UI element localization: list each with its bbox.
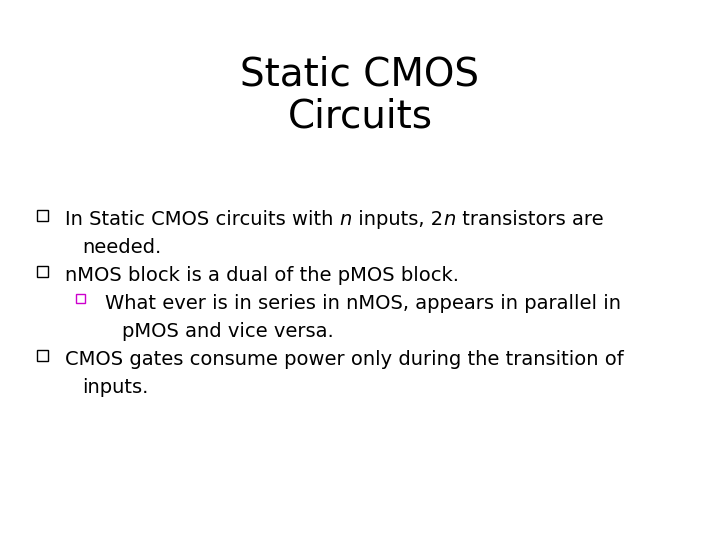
Bar bbox=[37, 350, 48, 361]
Text: transistors are: transistors are bbox=[456, 210, 603, 229]
Text: pMOS and vice versa.: pMOS and vice versa. bbox=[122, 322, 334, 341]
Text: n: n bbox=[443, 210, 456, 229]
Bar bbox=[37, 210, 48, 221]
Text: n: n bbox=[340, 210, 352, 229]
Text: needed.: needed. bbox=[82, 238, 161, 257]
Text: In Static CMOS circuits with: In Static CMOS circuits with bbox=[65, 210, 340, 229]
Bar bbox=[76, 294, 84, 303]
Text: What ever is in series in nMOS, appears in parallel in: What ever is in series in nMOS, appears … bbox=[105, 294, 621, 313]
Text: Static CMOS: Static CMOS bbox=[240, 55, 480, 93]
Text: inputs.: inputs. bbox=[82, 378, 148, 397]
Text: nMOS block is a dual of the pMOS block.: nMOS block is a dual of the pMOS block. bbox=[65, 266, 459, 285]
Bar bbox=[37, 266, 48, 277]
Text: CMOS gates consume power only during the transition of: CMOS gates consume power only during the… bbox=[65, 350, 624, 369]
Text: Circuits: Circuits bbox=[287, 97, 433, 135]
Text: inputs, 2: inputs, 2 bbox=[352, 210, 443, 229]
